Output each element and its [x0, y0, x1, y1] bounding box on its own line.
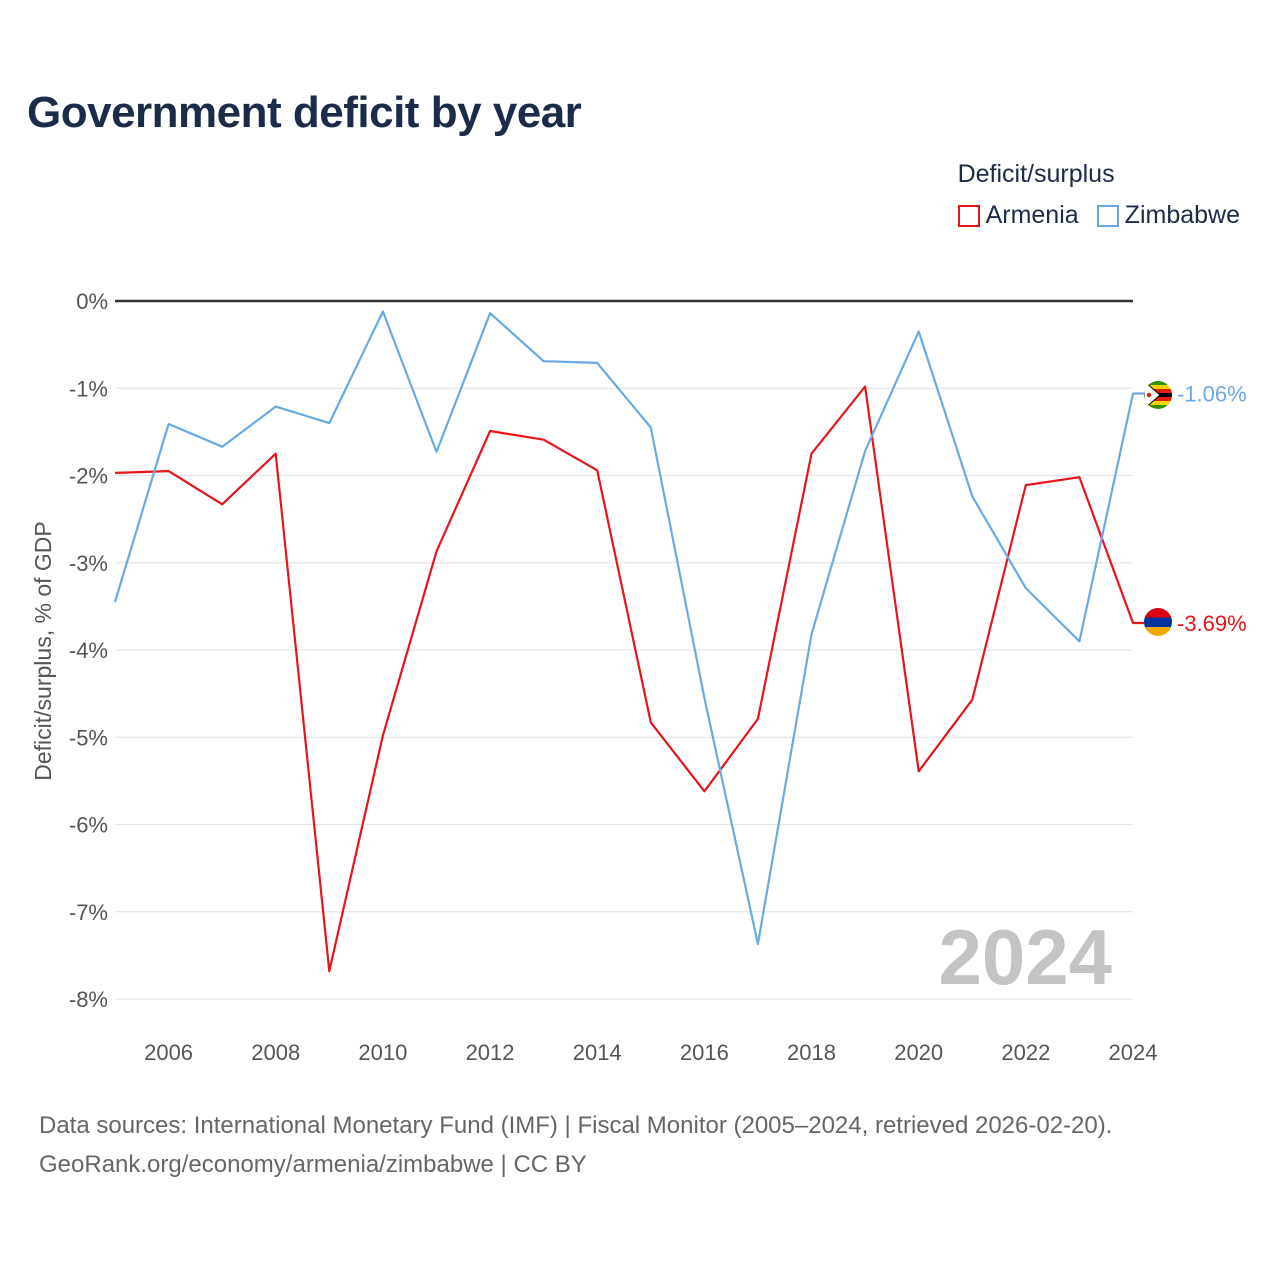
x-tick-label: 2020 — [894, 1040, 943, 1065]
series-line-zimbabwe — [113, 310, 1144, 946]
footer: Data sources: International Monetary Fun… — [39, 1106, 1112, 1184]
y-tick-label: -8% — [69, 987, 108, 1012]
y-tick-label: 0% — [76, 289, 108, 314]
x-tick-label: 2012 — [466, 1040, 515, 1065]
x-tick-label: 2010 — [358, 1040, 407, 1065]
y-tick-label: -2% — [69, 464, 108, 489]
legend-item-armenia[interactable]: Armenia — [957, 201, 1079, 230]
legend-label-zimbabwe: Zimbabwe — [1124, 201, 1240, 229]
footer-link[interactable]: GeoRank.org/economy/armenia/zimbabwe | C… — [39, 1151, 587, 1178]
x-tick-label: 2022 — [1001, 1040, 1050, 1065]
zimbabwe-flag-icon — [1144, 381, 1172, 409]
y-axis-label: Deficit/surplus, % of GDP — [30, 521, 56, 780]
y-tick-label: -7% — [69, 900, 108, 925]
x-tick-label: 2018 — [787, 1040, 836, 1065]
end-label-zimbabwe: -1.06% — [1177, 381, 1247, 406]
y-tick-label: -3% — [69, 551, 108, 576]
year-watermark: 2024 — [938, 913, 1112, 1001]
y-tick-label: -1% — [69, 376, 108, 401]
end-label-armenia: -3.69% — [1177, 611, 1247, 636]
x-tick-label: 2006 — [144, 1040, 193, 1065]
legend-item-zimbabwe[interactable]: Zimbabwe — [1096, 201, 1240, 230]
legend: Deficit/surplus Armenia Zimbabwe — [957, 160, 1240, 230]
legend-label-armenia: Armenia — [985, 201, 1079, 229]
y-tick-label: -5% — [69, 725, 108, 750]
series-line-armenia — [114, 385, 1144, 973]
x-tick-label: 2024 — [1109, 1040, 1158, 1065]
legend-swatch-armenia — [957, 204, 980, 227]
x-tick-label: 2008 — [251, 1040, 300, 1065]
footer-sources: Data sources: International Monetary Fun… — [39, 1112, 1113, 1139]
x-tick-label: 2016 — [680, 1040, 729, 1065]
y-tick-label: -6% — [69, 813, 108, 838]
legend-title: Deficit/surplus — [957, 160, 1115, 188]
legend-swatch-zimbabwe — [1096, 204, 1119, 227]
armenia-flag-icon — [1144, 608, 1172, 636]
chart-title: Government deficit by year — [27, 88, 582, 137]
x-tick-label: 2014 — [573, 1040, 622, 1065]
y-tick-label: -4% — [69, 638, 108, 663]
